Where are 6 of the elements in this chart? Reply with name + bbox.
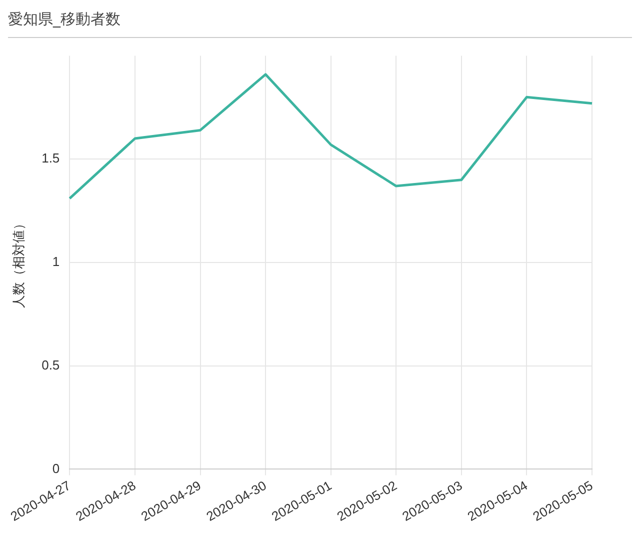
chart-title: 愛知県_移動者数 (8, 8, 632, 38)
y-axis-title: 人数（相対値） (11, 217, 28, 308)
y-tick-label: 1.5 (42, 150, 60, 166)
y-tick-label: 1 (52, 254, 60, 270)
y-tick-label: 0.5 (42, 357, 60, 372)
y-tick-label: 0 (52, 460, 60, 476)
